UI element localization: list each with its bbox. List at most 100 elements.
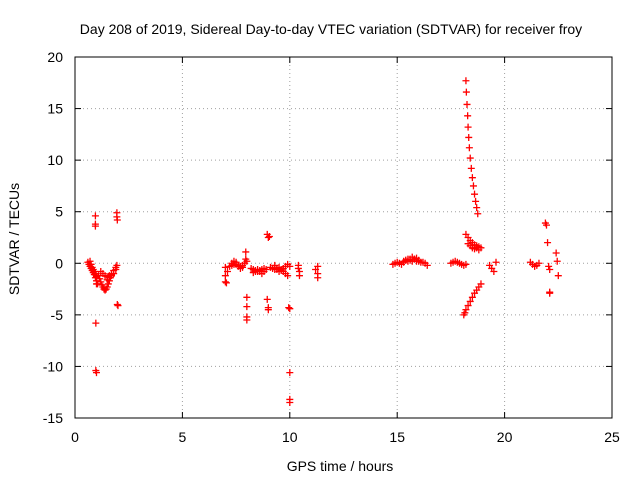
data-point (264, 234, 272, 241)
data-point (464, 112, 472, 120)
y-tick-label: -5 (51, 307, 64, 323)
data-point (221, 272, 229, 280)
data-point (461, 309, 469, 317)
data-point (243, 316, 251, 324)
series-PRN-q (285, 304, 294, 407)
y-tick-label: -10 (43, 358, 63, 374)
data-point (462, 260, 470, 268)
data-point (468, 174, 476, 182)
data-point (464, 302, 472, 310)
data-point (284, 272, 292, 280)
data-point (271, 261, 279, 269)
data-point (242, 248, 250, 256)
data-point (462, 306, 470, 314)
x-tick-label: 5 (179, 429, 187, 445)
data-point (232, 258, 240, 266)
data-point (91, 212, 99, 220)
data-point (314, 274, 322, 282)
plot-frame (74, 56, 613, 419)
series-PRN-v (447, 257, 470, 269)
data-point (466, 154, 474, 162)
data-point (462, 88, 470, 96)
series-PRN-m (249, 265, 268, 278)
data-point (87, 260, 95, 268)
data-point (92, 280, 100, 288)
data-point (465, 133, 473, 141)
data-point (477, 280, 485, 288)
series-PRN-n (263, 230, 273, 314)
data-point (242, 255, 250, 263)
grid-lines (75, 57, 612, 418)
series-PRN-ac (541, 219, 554, 297)
data-point (463, 100, 471, 108)
y-tick-label: 0 (55, 255, 63, 271)
data-point (492, 258, 500, 266)
data-point (554, 272, 562, 280)
data-point (472, 197, 480, 205)
series-PRN-aa (486, 258, 500, 276)
series-PRN-c (91, 212, 100, 377)
data-point (545, 262, 553, 270)
data-points (84, 77, 562, 407)
axis-ticks: 0 5 10 15 20 25 -15 -10 -5 0 5 10 15 20 (43, 49, 620, 445)
data-point (475, 246, 483, 254)
series-PRN-u (400, 253, 431, 269)
data-point (224, 268, 232, 276)
series-PRN-h (221, 263, 232, 287)
series-PRN-y (464, 240, 483, 254)
data-point (490, 268, 498, 276)
data-point (465, 144, 473, 152)
series-PRN-ad (552, 249, 562, 280)
data-point (286, 305, 294, 313)
series-PRN-z (460, 280, 485, 319)
data-point (92, 369, 100, 377)
data-point (239, 263, 247, 271)
data-point (265, 232, 273, 240)
data-point (91, 222, 99, 230)
data-point (415, 256, 423, 264)
x-tick-label: 20 (497, 429, 513, 445)
data-point (243, 303, 251, 311)
data-point (285, 304, 293, 312)
data-point (462, 77, 470, 85)
x-tick-label: 25 (604, 429, 620, 445)
data-point (243, 293, 251, 301)
data-point (86, 257, 94, 265)
series-PRN-p (271, 260, 294, 276)
x-tick-label: 0 (71, 429, 79, 445)
series-PRN-ab (526, 258, 543, 270)
data-point (471, 190, 479, 198)
series-PRN-f (103, 261, 121, 284)
x-tick-label: 15 (389, 429, 405, 445)
data-point (468, 293, 476, 301)
data-point (113, 261, 121, 269)
data-point (104, 280, 112, 288)
data-point (263, 295, 271, 303)
series-PRN-s (312, 262, 322, 282)
series-PRN-j (228, 257, 247, 272)
series-PRN-k (242, 248, 251, 324)
data-point (542, 221, 550, 229)
data-point (535, 259, 543, 267)
data-point (96, 275, 104, 283)
data-point (546, 265, 554, 273)
data-point (112, 265, 120, 273)
data-point (97, 278, 105, 286)
data-point (474, 210, 482, 218)
data-point (473, 204, 481, 212)
data-point (295, 272, 303, 280)
series-PRN-g (113, 209, 122, 310)
data-point (469, 182, 477, 190)
data-point (92, 319, 100, 327)
y-tick-label: 20 (47, 49, 63, 65)
data-point (552, 249, 560, 257)
series-PRN-r (294, 261, 303, 280)
data-point (314, 262, 322, 270)
data-point (222, 279, 230, 287)
data-point (546, 289, 554, 297)
data-point (103, 283, 111, 291)
data-point (544, 239, 552, 247)
data-point (464, 123, 472, 131)
data-point (294, 264, 302, 272)
